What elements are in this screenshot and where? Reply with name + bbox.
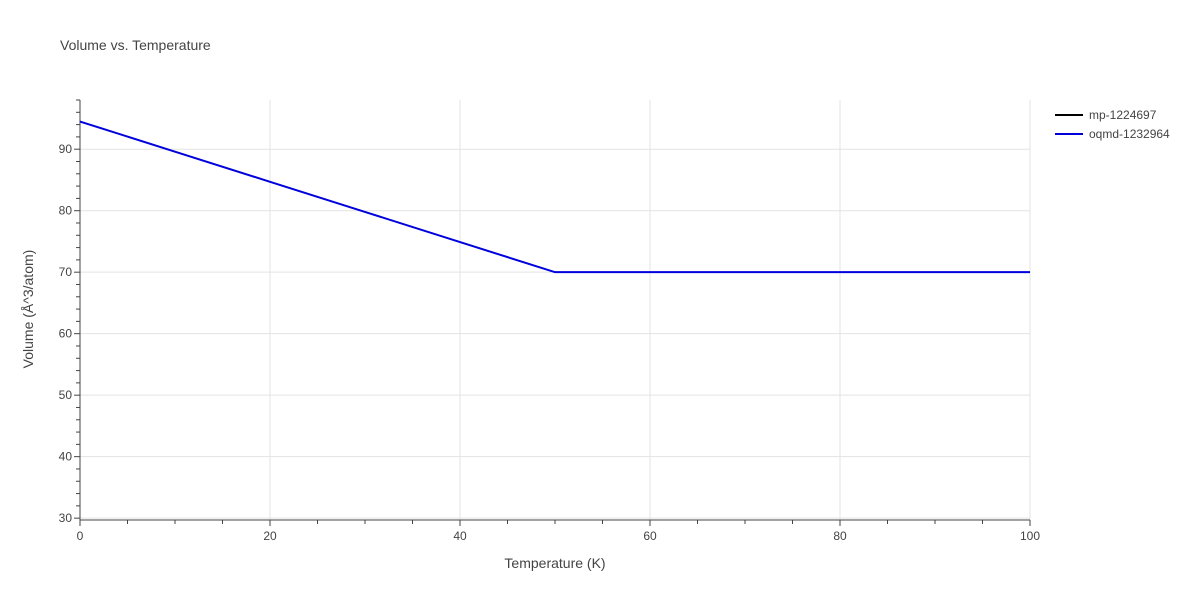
legend-label: oqmd-1232964: [1089, 127, 1170, 141]
y-tick-label: 60: [59, 327, 73, 341]
y-tick-label: 70: [59, 265, 73, 279]
x-axis-title: Temperature (K): [504, 555, 605, 571]
legend-item-mp-1224697[interactable]: mp-1224697: [1055, 108, 1157, 122]
y-tick-label: 30: [59, 511, 73, 525]
x-tick-label: 40: [453, 529, 467, 543]
legend[interactable]: mp-1224697 oqmd-1232964: [1055, 108, 1170, 141]
x-tick-label: 20: [263, 529, 277, 543]
series-line-oqmd-1232964: [79, 120, 1030, 274]
x-tick-label: 0: [77, 529, 84, 543]
y-tick-label: 80: [59, 204, 73, 218]
legend-item-oqmd-1232964[interactable]: oqmd-1232964: [1055, 127, 1170, 141]
legend-label: mp-1224697: [1089, 108, 1157, 122]
y-tick-label: 40: [59, 450, 73, 464]
chart-title: Volume vs. Temperature: [60, 37, 211, 53]
series-lines: [79, 120, 1030, 274]
y-tick-label: 50: [59, 388, 73, 402]
axes: 0 20 40 60 80 100 30 40 50 60 70 80 90: [59, 99, 1040, 543]
x-tick-label: 100: [1020, 529, 1040, 543]
grid: [80, 100, 1031, 520]
y-axis-title: Volume (Å^3/atom): [20, 250, 36, 369]
x-tick-label: 80: [833, 529, 847, 543]
x-tick-label: 60: [643, 529, 657, 543]
y-tick-label: 90: [59, 142, 73, 156]
